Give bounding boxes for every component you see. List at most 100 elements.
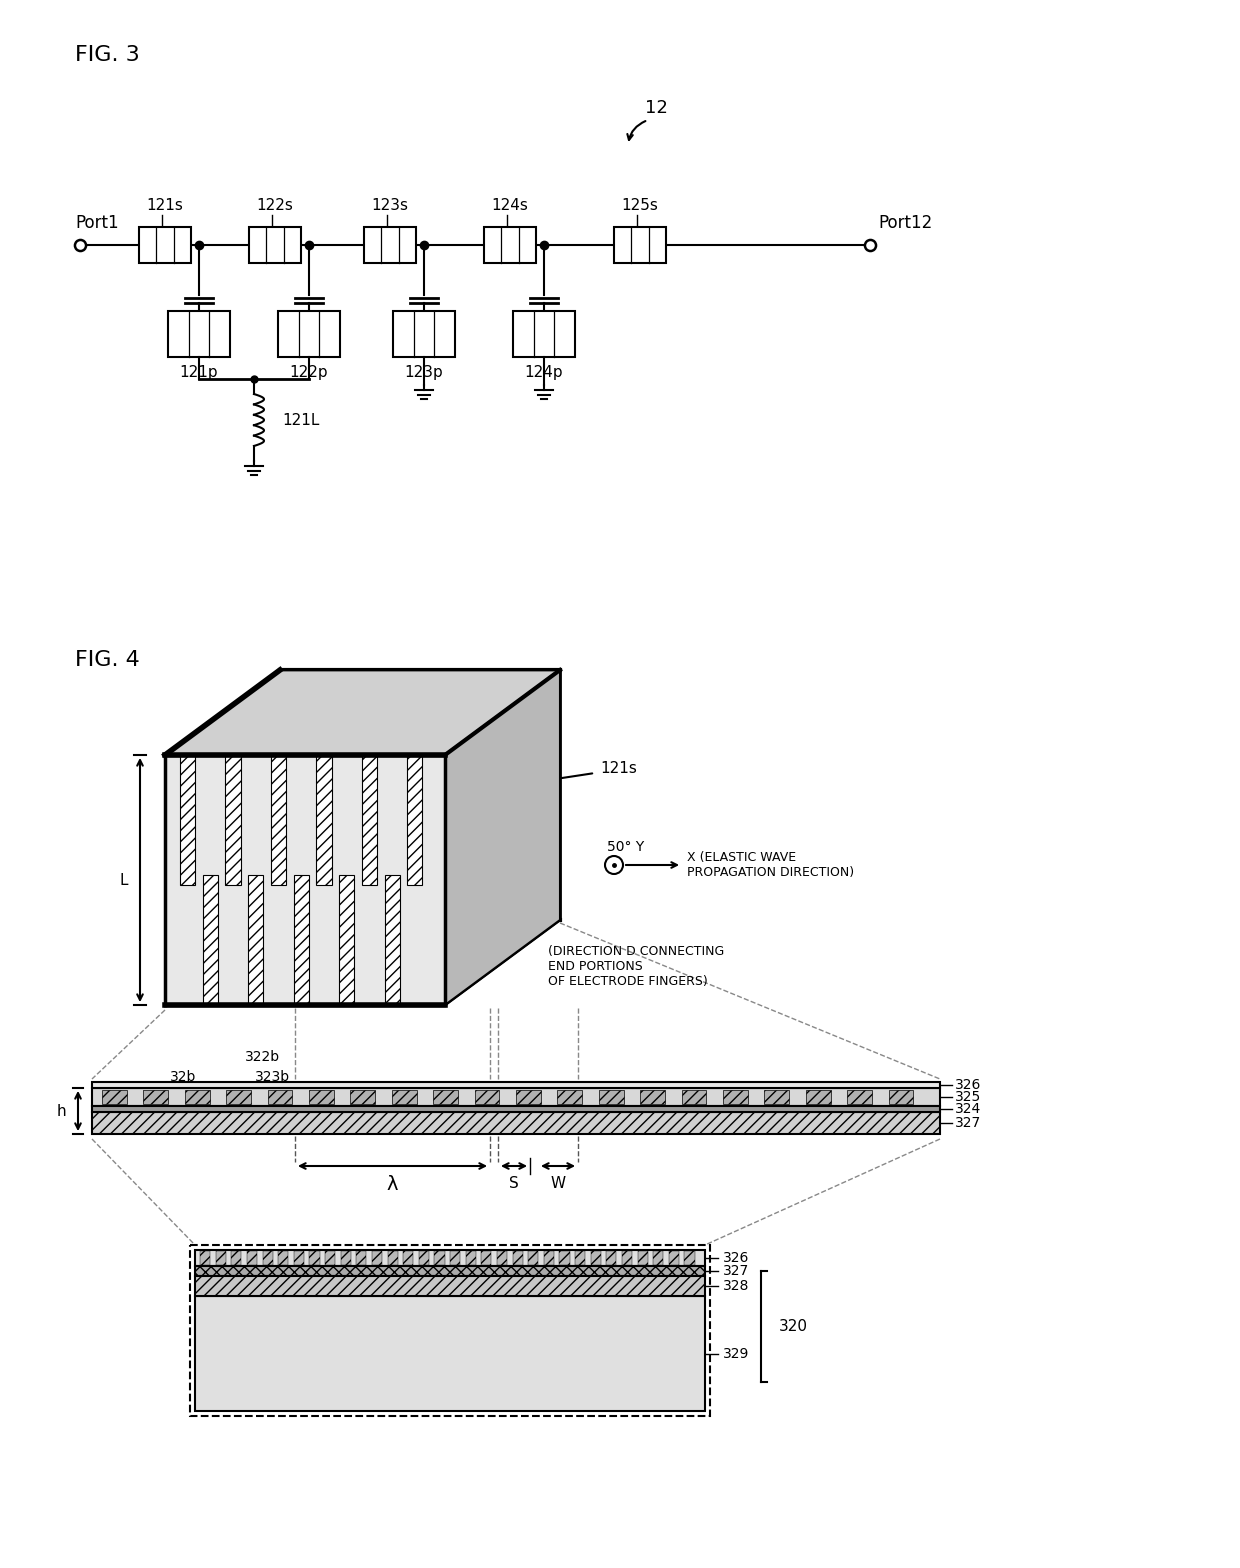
Text: 32b: 32b bbox=[170, 1069, 196, 1083]
Bar bbox=[195, 1265, 706, 1276]
Text: 322b: 322b bbox=[246, 1051, 280, 1065]
Bar bbox=[270, 756, 286, 884]
Text: 327: 327 bbox=[955, 1116, 981, 1131]
Bar bbox=[806, 1090, 831, 1104]
Bar bbox=[356, 1251, 366, 1265]
Text: 32c: 32c bbox=[268, 701, 296, 715]
Text: W: W bbox=[551, 1176, 565, 1192]
Text: 122p: 122p bbox=[290, 364, 329, 379]
Bar bbox=[294, 875, 309, 1005]
Bar bbox=[268, 1090, 293, 1104]
Bar bbox=[513, 310, 575, 358]
Bar bbox=[516, 1090, 541, 1104]
Bar bbox=[167, 310, 229, 358]
Text: 123p: 123p bbox=[404, 364, 444, 379]
Text: 121L: 121L bbox=[281, 412, 320, 428]
Bar bbox=[512, 1251, 522, 1265]
Text: 324: 324 bbox=[955, 1102, 981, 1116]
Bar bbox=[231, 1251, 242, 1265]
Bar bbox=[454, 790, 469, 920]
Bar bbox=[384, 875, 399, 1005]
Bar bbox=[484, 227, 536, 263]
Text: 321b: 321b bbox=[232, 1090, 268, 1104]
Bar bbox=[202, 875, 218, 1005]
Bar bbox=[316, 756, 331, 884]
Text: 122s: 122s bbox=[257, 198, 294, 213]
Text: 320: 320 bbox=[779, 1319, 808, 1334]
Bar bbox=[528, 1251, 538, 1265]
Bar bbox=[92, 1082, 940, 1088]
Bar bbox=[195, 1276, 706, 1297]
Bar bbox=[450, 1251, 460, 1265]
Text: S: S bbox=[510, 1176, 518, 1192]
Bar bbox=[668, 1251, 680, 1265]
Bar bbox=[372, 1251, 382, 1265]
Bar bbox=[226, 1090, 250, 1104]
Bar bbox=[393, 310, 455, 358]
Bar bbox=[637, 1251, 647, 1265]
Bar bbox=[432, 670, 446, 800]
Bar bbox=[278, 1251, 288, 1265]
Bar bbox=[575, 1251, 585, 1265]
Text: 323b: 323b bbox=[255, 1069, 290, 1083]
Bar bbox=[362, 756, 377, 884]
Bar bbox=[185, 1090, 210, 1104]
Bar bbox=[764, 1090, 789, 1104]
Bar bbox=[216, 1251, 226, 1265]
Text: 121s: 121s bbox=[600, 760, 637, 776]
Text: 125s: 125s bbox=[621, 198, 658, 213]
Text: FIG. 3: FIG. 3 bbox=[74, 45, 140, 64]
Bar bbox=[339, 875, 355, 1005]
Bar bbox=[847, 1090, 872, 1104]
Bar bbox=[434, 1251, 444, 1265]
Text: 327: 327 bbox=[723, 1264, 749, 1278]
Bar bbox=[341, 670, 356, 800]
Bar bbox=[419, 1251, 429, 1265]
Bar bbox=[295, 670, 310, 800]
Bar bbox=[351, 1090, 376, 1104]
Bar bbox=[475, 1090, 500, 1104]
Bar bbox=[403, 1251, 413, 1265]
Text: h: h bbox=[56, 1104, 66, 1118]
Bar bbox=[433, 1090, 458, 1104]
Text: Port1: Port1 bbox=[74, 213, 119, 232]
Text: 321a: 321a bbox=[388, 781, 423, 795]
Bar bbox=[392, 1090, 417, 1104]
Bar bbox=[622, 1251, 632, 1265]
Text: FIG. 4: FIG. 4 bbox=[74, 651, 140, 670]
Bar bbox=[341, 1251, 351, 1265]
Bar bbox=[92, 1105, 940, 1112]
Bar bbox=[387, 1251, 398, 1265]
Text: 123s: 123s bbox=[372, 198, 408, 213]
Bar bbox=[190, 1245, 711, 1416]
Bar bbox=[139, 227, 191, 263]
Bar bbox=[92, 1112, 940, 1134]
Bar bbox=[481, 1251, 491, 1265]
Bar bbox=[294, 1251, 304, 1265]
Text: 328: 328 bbox=[723, 1279, 749, 1294]
Text: (DIRECTION D CONNECTING
END PORTIONS
OF ELECTRODE FINGERS): (DIRECTION D CONNECTING END PORTIONS OF … bbox=[548, 946, 724, 988]
Bar bbox=[653, 1251, 663, 1265]
Text: 326: 326 bbox=[723, 1251, 749, 1265]
Text: 325: 325 bbox=[955, 1090, 981, 1104]
Bar bbox=[317, 790, 334, 920]
Bar bbox=[682, 1090, 707, 1104]
Bar bbox=[325, 1251, 335, 1265]
Bar bbox=[249, 227, 301, 263]
Text: 50° Y: 50° Y bbox=[608, 840, 645, 855]
Bar bbox=[102, 1090, 126, 1104]
Bar bbox=[180, 756, 195, 884]
Bar bbox=[466, 1251, 476, 1265]
Text: Port12: Port12 bbox=[878, 213, 932, 232]
Bar bbox=[889, 1090, 914, 1104]
Text: 322a: 322a bbox=[305, 739, 340, 753]
Bar bbox=[544, 1251, 554, 1265]
Polygon shape bbox=[165, 756, 445, 1005]
Bar bbox=[309, 1090, 334, 1104]
Text: 329: 329 bbox=[723, 1347, 749, 1361]
Text: 124p: 124p bbox=[525, 364, 563, 379]
Text: 121s: 121s bbox=[146, 198, 184, 213]
Bar bbox=[263, 1251, 273, 1265]
Text: 121p: 121p bbox=[180, 364, 218, 379]
Text: 32c: 32c bbox=[490, 811, 518, 825]
